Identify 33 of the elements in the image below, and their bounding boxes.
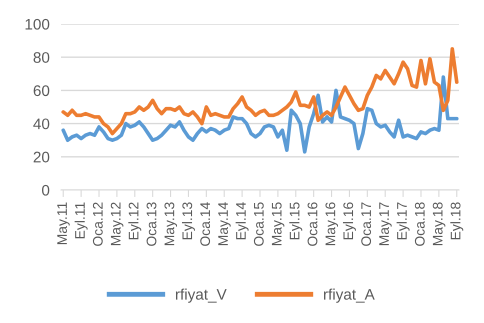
x-tick-label: Eyl.11	[74, 202, 88, 238]
line-series	[61, 47, 459, 136]
x-tick-label: May.15	[272, 202, 284, 246]
y-tick-label: 80	[34, 52, 50, 63]
x-tick-label: Eyl.13	[182, 202, 195, 240]
x-tick-label: May.16	[325, 202, 338, 246]
y-tick-label: 40	[33, 118, 50, 130]
x-tick-label: Eyl.14	[236, 202, 249, 240]
x-tick-label: Eyl.16	[342, 202, 356, 240]
y-tick-label: 100	[26, 18, 50, 30]
x-tick-label: Eyl.18	[450, 202, 464, 240]
x-tick-label: May.13	[164, 202, 178, 246]
y-tick-label: 20	[34, 152, 50, 162]
x-tick-label: Oca.14	[200, 202, 210, 246]
legend-label: rfiyat_A	[324, 288, 375, 303]
x-tick-label: Oca.15	[254, 202, 264, 246]
x-tick-label: May.11	[57, 202, 70, 244]
x-tick-label: May.17	[379, 202, 392, 246]
y-tick-label: 0	[42, 184, 50, 196]
x-tick-label: May.12	[110, 202, 124, 246]
x-tick-label: Oca.17	[361, 202, 372, 246]
legend-label: rfiyat_V	[176, 288, 227, 303]
x-tick-label: Oca.12	[92, 202, 103, 246]
x-tick-label: Eyl.17	[396, 202, 410, 240]
x-tick-label: Oca.16	[308, 202, 318, 246]
x-tick-label: May.14	[218, 202, 231, 246]
x-tick-label: Eyl.15	[289, 202, 302, 240]
x-tick-label: May.18	[432, 202, 446, 246]
x-tick-label: Oca.18	[414, 202, 425, 246]
x-tick-label: Oca.13	[146, 202, 156, 246]
line-series	[61, 75, 459, 154]
y-tick-label: 60	[34, 85, 50, 96]
x-tick-label: Eyl.12	[128, 202, 142, 240]
